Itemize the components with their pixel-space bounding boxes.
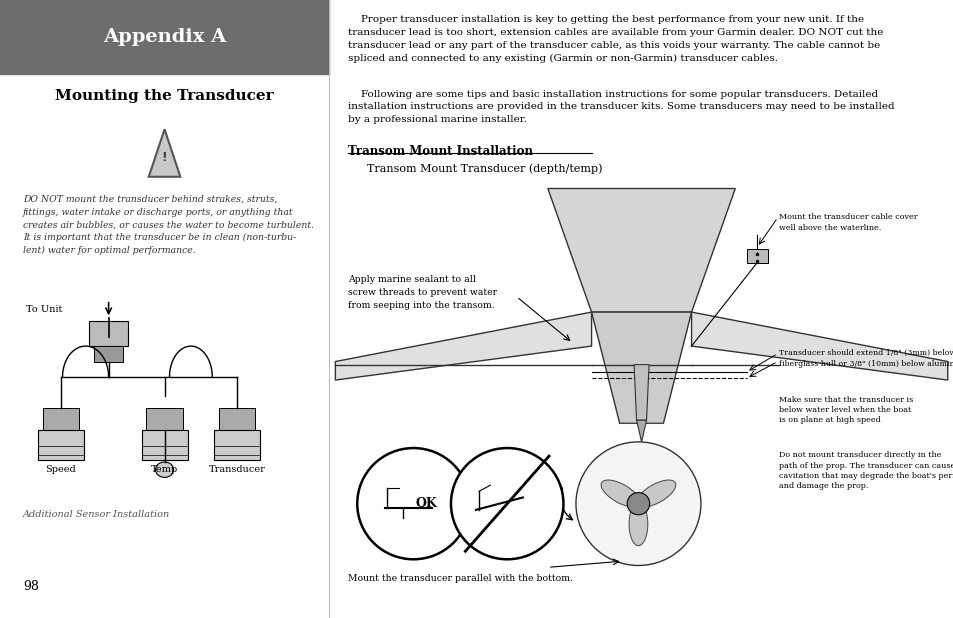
Text: Appendix A: Appendix A — [103, 28, 226, 46]
Circle shape — [451, 448, 563, 559]
Circle shape — [356, 448, 469, 559]
Text: Transom Mount Installation: Transom Mount Installation — [348, 145, 533, 158]
Text: Mounting the Transducer: Mounting the Transducer — [55, 89, 274, 103]
Bar — [38, 430, 84, 460]
Text: Mount the transducer cable cover
well above the waterline.: Mount the transducer cable cover well ab… — [779, 213, 917, 232]
Polygon shape — [547, 188, 735, 312]
Polygon shape — [691, 312, 946, 380]
Bar — [213, 430, 260, 460]
Polygon shape — [634, 365, 648, 420]
Bar — [141, 430, 188, 460]
Bar — [746, 249, 767, 263]
Polygon shape — [335, 312, 591, 380]
Bar — [0, 0, 329, 74]
Text: Mount the transducer parallel with the bottom.: Mount the transducer parallel with the b… — [348, 574, 572, 583]
Text: Additional Sensor Installation: Additional Sensor Installation — [23, 510, 171, 519]
Text: Following are some tips and basic installation instructions for some popular tra: Following are some tips and basic instal… — [348, 90, 894, 124]
Bar — [43, 408, 79, 430]
Text: !: ! — [161, 151, 168, 164]
Polygon shape — [636, 420, 646, 442]
Text: To Unit: To Unit — [27, 305, 63, 313]
Circle shape — [576, 442, 700, 565]
Ellipse shape — [155, 462, 173, 477]
Ellipse shape — [636, 480, 675, 507]
Bar — [93, 346, 123, 362]
Text: Speed: Speed — [46, 465, 76, 474]
Bar — [89, 321, 129, 346]
Circle shape — [626, 493, 649, 515]
Text: Proper transducer installation is key to getting the best performance from your : Proper transducer installation is key to… — [348, 15, 882, 63]
Text: Transducer: Transducer — [209, 465, 265, 474]
Text: Apply marine sealant to all
screw threads to prevent water
from seeping into the: Apply marine sealant to all screw thread… — [348, 275, 497, 310]
Polygon shape — [149, 129, 180, 177]
Text: Make sure that the transducer is
below water level when the boat
is on plane at : Make sure that the transducer is below w… — [779, 396, 912, 425]
Bar — [147, 408, 182, 430]
Text: Transducer should extend 1/8" (3mm) below
fiberglass hull or 3/8" (10mm) below a: Transducer should extend 1/8" (3mm) belo… — [779, 349, 953, 368]
Text: DO NOT mount the transducer behind strakes, struts,
fittings, water intake or di: DO NOT mount the transducer behind strak… — [23, 195, 314, 255]
Text: Do not mount transducer directly in the
path of the prop. The transducer can cau: Do not mount transducer directly in the … — [779, 451, 953, 490]
Text: Transom Mount Transducer (depth/temp): Transom Mount Transducer (depth/temp) — [366, 164, 601, 174]
Ellipse shape — [600, 480, 639, 507]
Text: Temp: Temp — [151, 465, 178, 474]
Polygon shape — [591, 312, 691, 423]
Ellipse shape — [628, 502, 647, 546]
Text: 98: 98 — [23, 580, 39, 593]
Bar — [218, 408, 254, 430]
Text: OK: OK — [415, 497, 436, 510]
